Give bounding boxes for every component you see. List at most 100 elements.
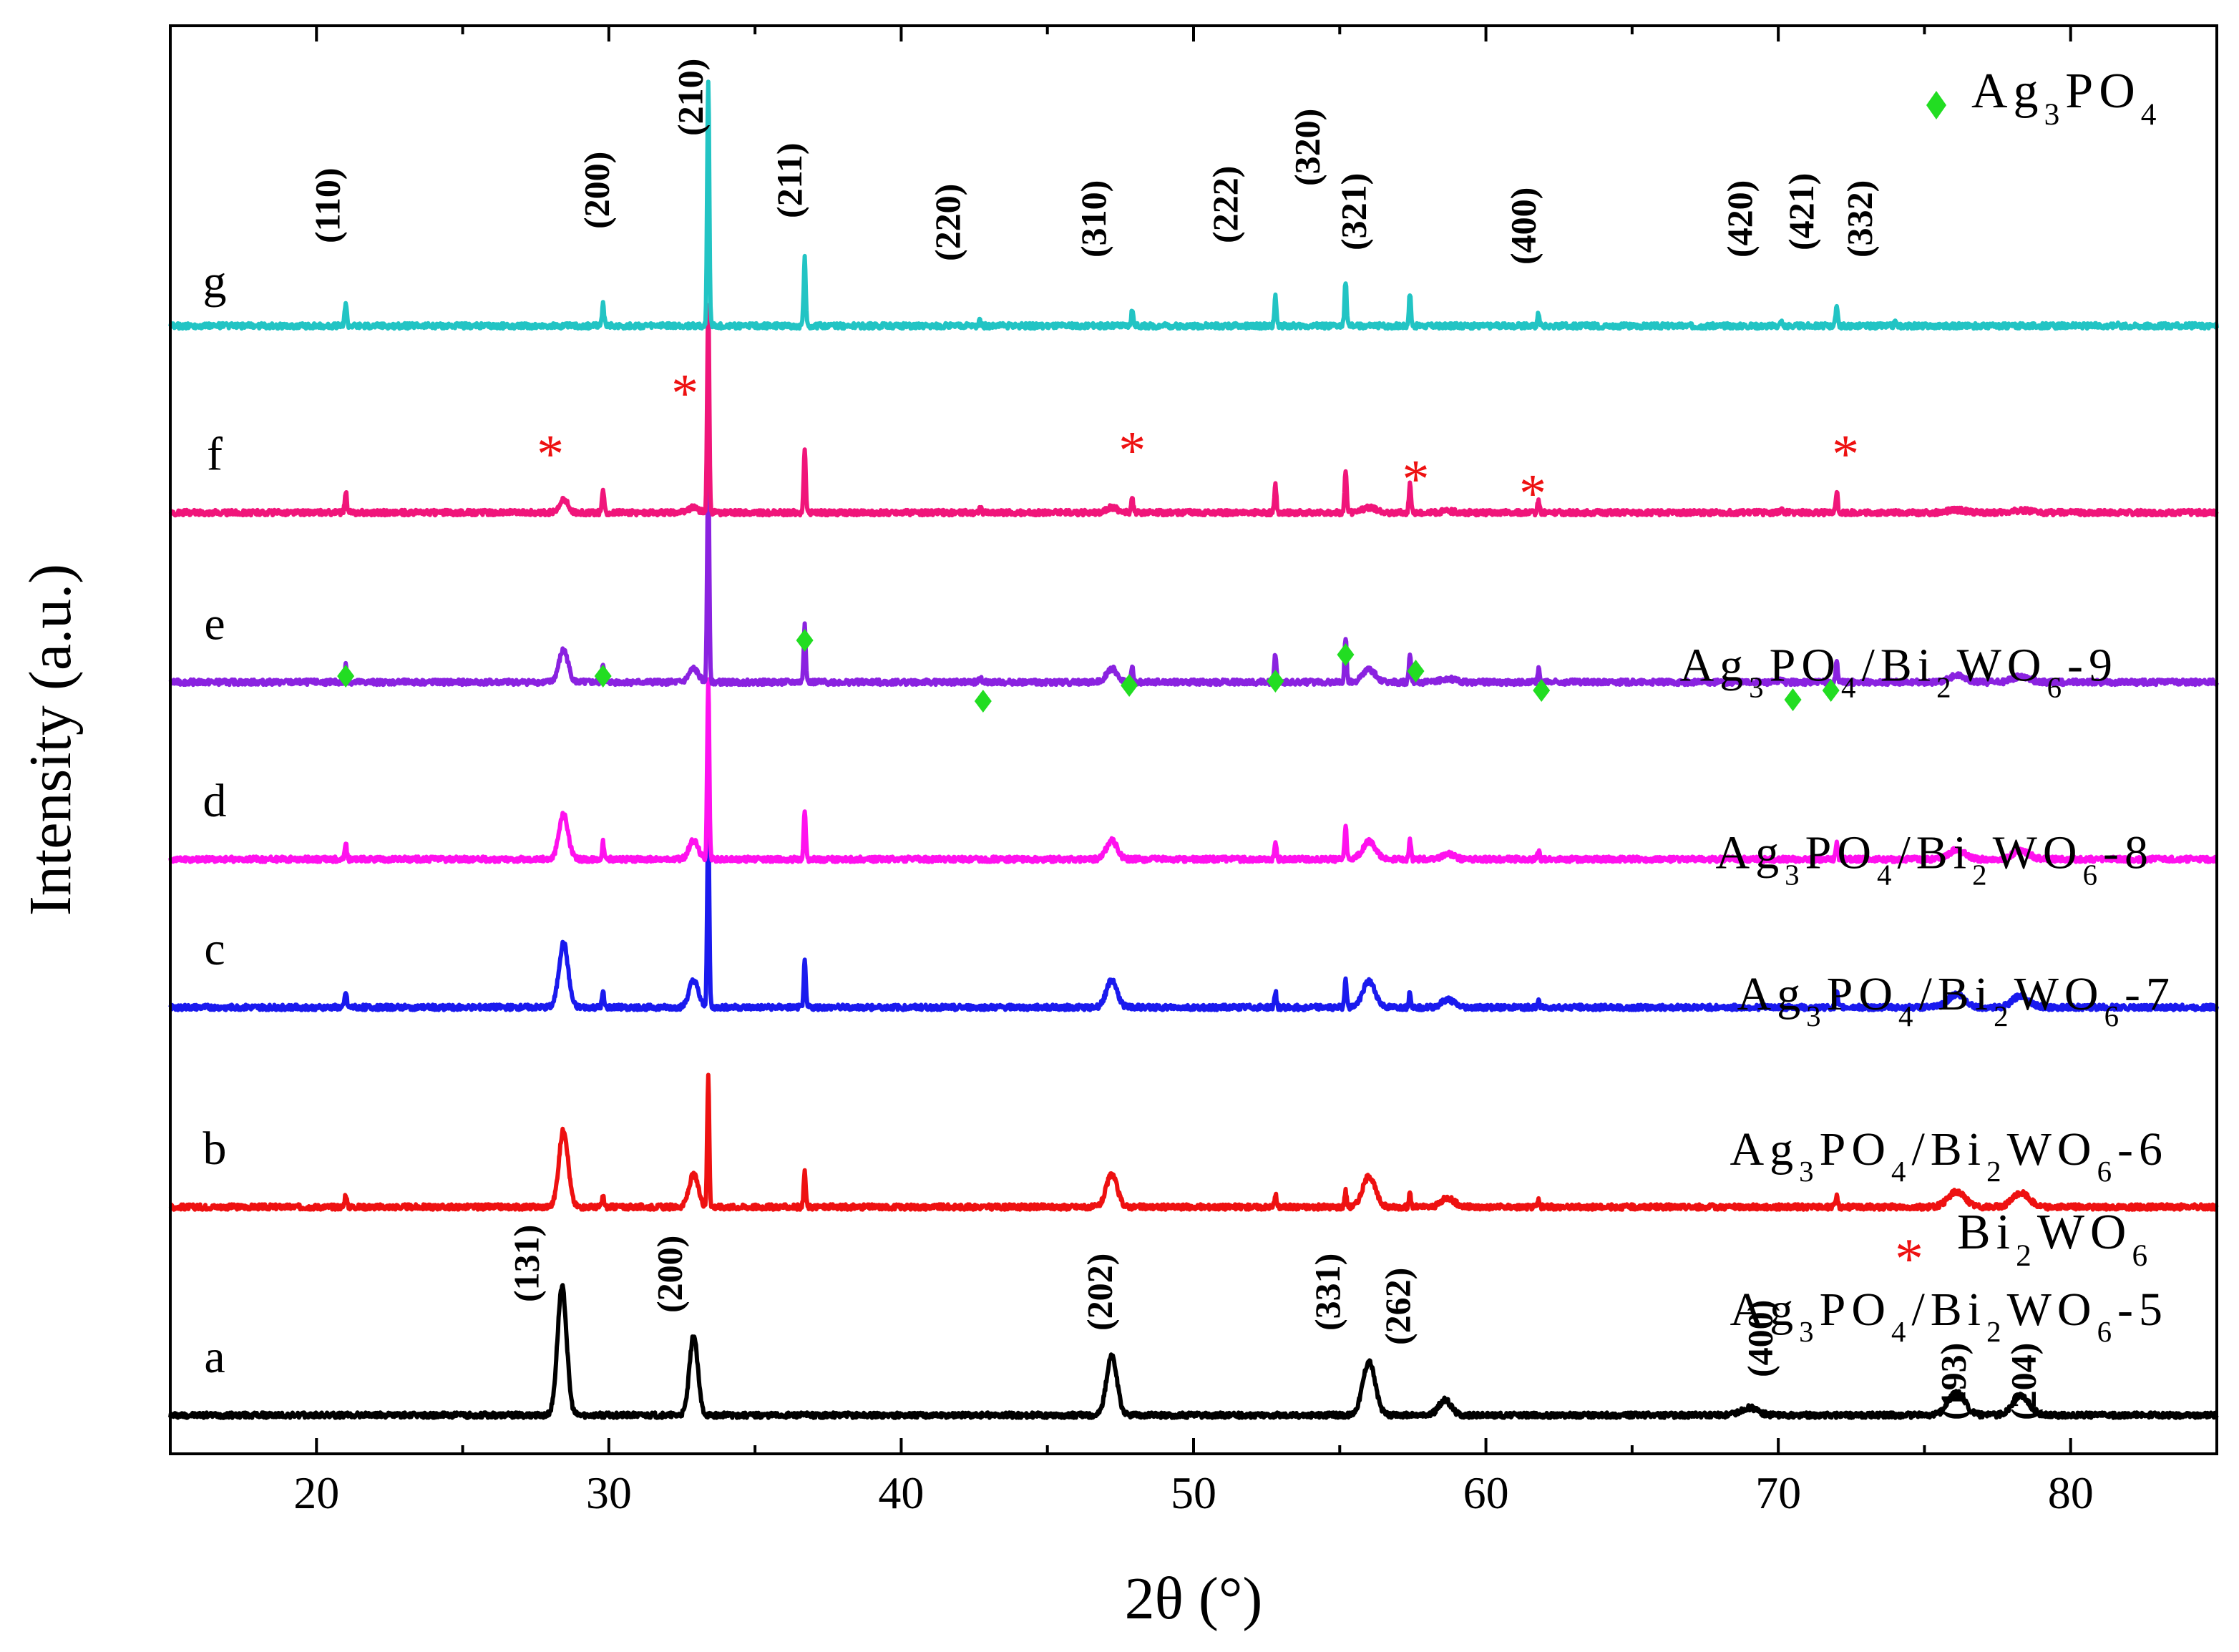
- marker-bi2wo6-1: *: [671, 363, 698, 424]
- label-text: -7: [2125, 968, 2175, 1020]
- label-subscript: 6: [2132, 1238, 2153, 1273]
- label-text: Ag: [1737, 968, 1806, 1020]
- label-subscript: 3: [1799, 1155, 1819, 1188]
- series-name-c: Ag3PO4/Bi2WO6-6: [1730, 1123, 2168, 1188]
- hkl-bi2wo6-3: (331): [1307, 1253, 1347, 1331]
- hkl-ag3po4-7: (320): [1287, 109, 1327, 186]
- label-text: PO: [1805, 827, 1877, 879]
- series-layer: a b c d e f g: [168, 79, 2219, 1420]
- label-text: Ag: [1679, 640, 1749, 692]
- hkl-bi2wo6-2: (202): [1079, 1253, 1119, 1331]
- series-name-d: Ag3PO4/Bi2WO6-7: [1737, 968, 2175, 1032]
- series-line-d: [168, 677, 2219, 864]
- hkl-bi2wo6-0: (131): [506, 1225, 546, 1302]
- legend-marker-bi2wo6-icon: *: [1895, 1228, 1923, 1291]
- label-text: -8: [2103, 827, 2154, 879]
- label-text: -9: [2067, 640, 2118, 692]
- hkl-ag3po4-5: (310): [1073, 180, 1113, 258]
- label-subscript: 6: [2083, 859, 2103, 891]
- label-subscript: 2: [1936, 671, 1956, 703]
- label-subscript: 2: [1994, 1000, 2014, 1032]
- label-text: /Bi: [1911, 1123, 1986, 1176]
- label-subscript: 2: [2016, 1238, 2037, 1273]
- x-tick-label-70: 70: [1755, 1467, 1801, 1518]
- marker-layer: * * * * * *: [337, 363, 1859, 713]
- series-line-f: [168, 303, 2219, 518]
- series-line-b: [168, 1072, 2219, 1212]
- marker-ag3po4-6: [1337, 643, 1355, 666]
- label-text: Ag: [1971, 64, 2044, 119]
- marker-bi2wo6-5: *: [1832, 424, 1859, 484]
- marker-ag3po4-5: [1267, 670, 1284, 693]
- label-subscript: 4: [1898, 1000, 1918, 1032]
- label-text: /Bi: [1918, 968, 1994, 1020]
- hkl-ag3po4-10: (420): [1720, 180, 1760, 258]
- label-subscript: 2: [1972, 859, 1992, 891]
- label-text: -6: [2117, 1123, 2168, 1176]
- series-letter-f: f: [207, 429, 223, 481]
- legend-marker-ag3po4-icon: [1926, 91, 1946, 119]
- label-text: Bi: [1957, 1205, 2016, 1260]
- legend-label-ag3po4: Ag3PO4: [1971, 64, 2162, 132]
- hkl-ag3po4-12: (332): [1840, 180, 1880, 258]
- label-text: PO: [1820, 1123, 1891, 1176]
- axis-layer: 20 30 40 50 60 70 80: [169, 26, 2218, 1518]
- series-letter-d: d: [203, 775, 227, 827]
- label-subscript: 4: [1891, 1155, 1911, 1188]
- series-line-c: [168, 813, 2219, 1012]
- series-name-e: Ag3PO4/Bi2WO6-8: [1715, 827, 2154, 891]
- label-text: WO: [2037, 1205, 2132, 1260]
- label-text: WO: [2007, 1123, 2097, 1176]
- hkl-ag3po4-8: (321): [1334, 173, 1374, 250]
- label-text: Ag: [1730, 1284, 1799, 1336]
- x-tick-label-20: 20: [293, 1467, 339, 1518]
- label-text: /Bi: [1897, 827, 1972, 879]
- series-letter-b: b: [203, 1123, 227, 1175]
- label-text: -5: [2117, 1284, 2168, 1336]
- label-text: WO: [2014, 968, 2104, 1020]
- label-subscript: 3: [2044, 97, 2066, 132]
- marker-ag3po4-3: [974, 690, 992, 713]
- y-axis-title: Intensity (a.u.): [17, 564, 84, 916]
- label-text: PO: [2065, 64, 2140, 119]
- series-letter-c: c: [204, 923, 225, 975]
- label-text: Ag: [1715, 827, 1785, 879]
- hkl-ag3po4-4: (220): [927, 184, 967, 261]
- label-subscript: 6: [2104, 1000, 2125, 1032]
- x-tick-label-80: 80: [2048, 1467, 2094, 1518]
- hkl-bi2wo6-7: (204): [2003, 1343, 2043, 1420]
- label-subscript: 3: [1806, 1000, 1826, 1032]
- marker-ag3po4-1: [594, 665, 612, 688]
- label-text: PO: [1770, 640, 1841, 692]
- label-subscript: 6: [2097, 1316, 2117, 1348]
- label-text: /Bi: [1911, 1284, 1986, 1336]
- hkl-ag3po4-1: (200): [577, 152, 617, 229]
- label-text: Ag: [1730, 1123, 1799, 1176]
- marker-ag3po4-10: [1822, 679, 1840, 702]
- marker-bi2wo6-2: *: [1118, 421, 1146, 481]
- series-letter-e: e: [204, 598, 225, 650]
- hkl-bi2wo6-6: (193): [1933, 1343, 1973, 1420]
- series-line-g: [168, 79, 2219, 331]
- marker-bi2wo6-3: *: [1403, 449, 1430, 509]
- label-text: WO: [2007, 1284, 2097, 1336]
- annotation-layer: Ag3PO4/Bi2WO6-5Ag3PO4/Bi2WO6-6Ag3PO4/Bi2…: [308, 59, 2175, 1420]
- label-subscript: 3: [1749, 671, 1769, 703]
- label-subscript: 4: [1877, 859, 1897, 891]
- label-subscript: 4: [1891, 1316, 1911, 1348]
- series-name-b: Ag3PO4/Bi2WO6-5: [1730, 1284, 2168, 1348]
- label-subscript: 6: [2097, 1155, 2117, 1188]
- label-subscript: 2: [1986, 1316, 2006, 1348]
- hkl-ag3po4-11: (421): [1781, 173, 1821, 250]
- series-line-a: [168, 1283, 2219, 1420]
- hkl-bi2wo6-5: (400): [1740, 1300, 1780, 1377]
- series-name-f: Ag3PO4/Bi2WO6-9: [1679, 640, 2118, 704]
- label-subscript: 3: [1799, 1316, 1819, 1348]
- label-subscript: 4: [2141, 97, 2162, 132]
- marker-ag3po4-4: [1121, 674, 1138, 697]
- series-line-e: [168, 461, 2219, 688]
- x-tick-label-40: 40: [878, 1467, 924, 1518]
- hkl-bi2wo6-4: (262): [1377, 1268, 1418, 1345]
- marker-ag3po4-0: [337, 665, 355, 688]
